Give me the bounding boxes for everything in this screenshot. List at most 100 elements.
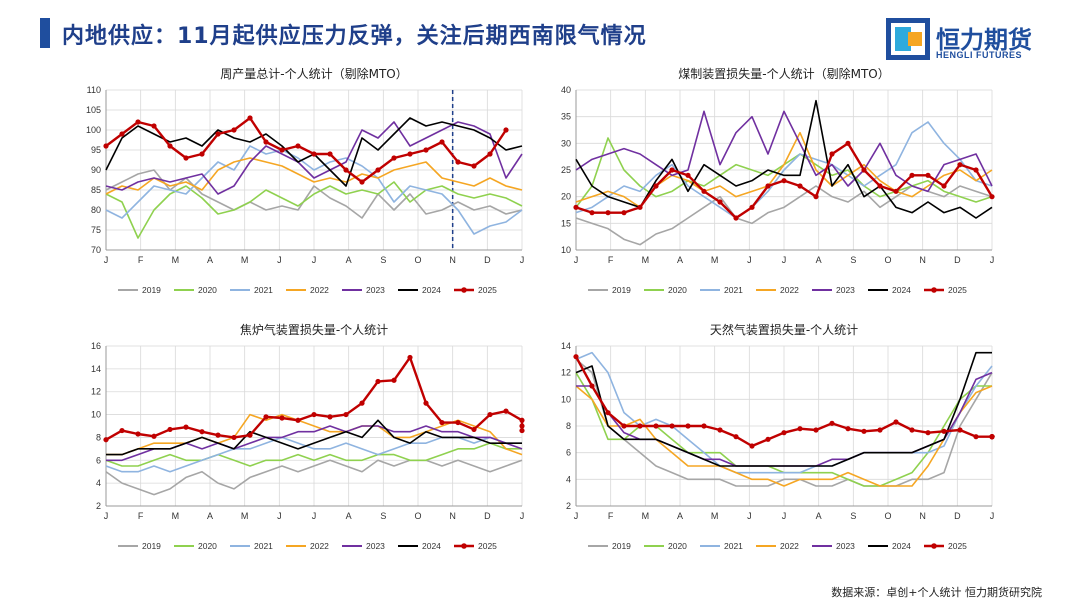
data-point-2025 bbox=[295, 417, 301, 423]
x-tick-label: M bbox=[241, 255, 249, 265]
x-tick-label: S bbox=[380, 511, 386, 521]
data-point-2025 bbox=[861, 167, 867, 173]
chart-svg: 天然气装置损失量-个人统计 2 4 6 8 10 12 14 J F M A M J J A S O N D J 2019… bbox=[561, 322, 995, 551]
x-tick-label: S bbox=[850, 255, 856, 265]
y-tick-label: 14 bbox=[561, 341, 571, 351]
y-tick-label: 70 bbox=[91, 245, 101, 255]
data-point-2025 bbox=[829, 151, 835, 157]
x-tick-label: F bbox=[608, 511, 614, 521]
y-tick-label: 4 bbox=[566, 474, 571, 484]
x-tick-label: A bbox=[677, 511, 683, 521]
data-point-2025 bbox=[423, 400, 429, 406]
data-point-2025 bbox=[733, 215, 739, 221]
x-tick-label: F bbox=[138, 255, 144, 265]
data-point-2025 bbox=[375, 378, 381, 385]
data-point-2025 bbox=[797, 426, 803, 432]
legend-label-2024: 2024 bbox=[422, 541, 441, 551]
legend-label-2020: 2020 bbox=[668, 285, 687, 295]
data-point-2025 bbox=[375, 167, 381, 173]
data-point-2025 bbox=[247, 432, 253, 438]
x-tick-label: N bbox=[919, 511, 926, 521]
series-line-2025 bbox=[105, 116, 507, 184]
x-tick-label: O bbox=[884, 255, 891, 265]
legend-label-2025: 2025 bbox=[478, 541, 497, 551]
data-point-2025 bbox=[279, 415, 285, 421]
x-tick-label: N bbox=[449, 255, 456, 265]
data-point-2025 bbox=[765, 183, 771, 189]
data-point-2025 bbox=[519, 417, 525, 423]
data-point-2025 bbox=[573, 204, 579, 210]
data-point-2025 bbox=[519, 427, 525, 434]
company-logo: 恒力期货 HENGLI FUTURES bbox=[886, 18, 1056, 62]
chart-weekly-output: 周产量总计-个人统计（剔除MTO） 70 75 80 85 90 95 100 105 110 J F… bbox=[62, 62, 542, 312]
x-tick-label: A bbox=[816, 255, 822, 265]
x-tick-label: J bbox=[520, 255, 525, 265]
y-tick-label: 2 bbox=[566, 501, 571, 511]
data-point-2025 bbox=[343, 167, 349, 173]
data-point-2025 bbox=[909, 172, 915, 178]
data-point-2025 bbox=[925, 430, 931, 436]
legend-label-2023: 2023 bbox=[366, 285, 385, 295]
x-tick-label: D bbox=[484, 511, 491, 521]
data-point-2025 bbox=[797, 183, 803, 189]
data-point-2025 bbox=[781, 178, 787, 184]
y-tick-label: 95 bbox=[91, 145, 101, 155]
chart-natural-gas-loss: 天然气装置损失量-个人统计 2 4 6 8 10 12 14 J F M A M J J A S O N D J 2019… bbox=[532, 318, 1012, 568]
data-point-2025 bbox=[263, 414, 269, 420]
data-point-2025 bbox=[781, 430, 787, 436]
data-point-2025 bbox=[685, 423, 691, 429]
data-point-2025 bbox=[845, 140, 851, 146]
legend-label-2020: 2020 bbox=[198, 541, 217, 551]
legend-label-2021: 2021 bbox=[254, 541, 273, 551]
data-point-2025 bbox=[717, 427, 723, 433]
chart-svg: 周产量总计-个人统计（剔除MTO） 70 75 80 85 90 95 100 105 110 J F… bbox=[86, 66, 525, 295]
data-point-2025 bbox=[957, 162, 963, 168]
data-point-2025 bbox=[423, 147, 429, 153]
x-tick-label: M bbox=[172, 255, 180, 265]
data-point-2025 bbox=[167, 426, 173, 433]
y-tick-label: 25 bbox=[561, 165, 571, 175]
data-point-2025 bbox=[941, 428, 947, 434]
x-tick-label: F bbox=[138, 511, 144, 521]
x-tick-label: M bbox=[711, 511, 719, 521]
logo-mark-icon bbox=[886, 18, 930, 60]
y-tick-label: 110 bbox=[87, 85, 101, 95]
data-point-2025 bbox=[733, 434, 739, 440]
data-point-2025 bbox=[973, 167, 979, 173]
x-tick-label: O bbox=[414, 511, 421, 521]
legend-marker-2025 bbox=[461, 287, 467, 293]
data-point-2025 bbox=[653, 183, 659, 189]
x-tick-label: J bbox=[104, 255, 109, 265]
y-tick-label: 12 bbox=[561, 368, 571, 378]
data-point-2025 bbox=[135, 119, 141, 125]
series-line-2021 bbox=[105, 145, 523, 235]
chart-coke-gas-loss: 焦炉气装置损失量-个人统计 2 4 6 8 10 12 14 16 J F M A M J J A S O N D J 20… bbox=[62, 318, 542, 568]
y-tick-label: 10 bbox=[91, 410, 101, 420]
x-tick-label: N bbox=[449, 511, 456, 521]
x-tick-label: M bbox=[642, 511, 650, 521]
data-point-2025 bbox=[311, 151, 317, 157]
x-tick-label: J bbox=[990, 511, 995, 521]
x-tick-label: A bbox=[207, 511, 213, 521]
x-tick-label: A bbox=[816, 511, 822, 521]
x-tick-label: A bbox=[346, 511, 352, 521]
data-point-2025 bbox=[183, 424, 189, 430]
y-tick-label: 85 bbox=[91, 185, 101, 195]
x-tick-label: J bbox=[574, 255, 579, 265]
x-tick-label: S bbox=[380, 255, 386, 265]
x-tick-label: A bbox=[677, 255, 683, 265]
legend-label-2020: 2020 bbox=[668, 541, 687, 551]
legend-label-2020: 2020 bbox=[198, 285, 217, 295]
legend-label-2024: 2024 bbox=[892, 285, 911, 295]
legend-label-2019: 2019 bbox=[142, 285, 161, 295]
x-tick-label: J bbox=[277, 255, 282, 265]
data-point-2025 bbox=[327, 151, 333, 157]
logo-name: 恒力期货 bbox=[936, 26, 1032, 54]
x-tick-label: D bbox=[954, 511, 961, 521]
data-point-2025 bbox=[199, 429, 205, 435]
data-point-2025 bbox=[701, 423, 707, 429]
y-tick-label: 30 bbox=[561, 138, 571, 148]
data-point-2025 bbox=[717, 199, 723, 205]
data-point-2025 bbox=[621, 423, 627, 429]
data-point-2025 bbox=[471, 163, 477, 169]
